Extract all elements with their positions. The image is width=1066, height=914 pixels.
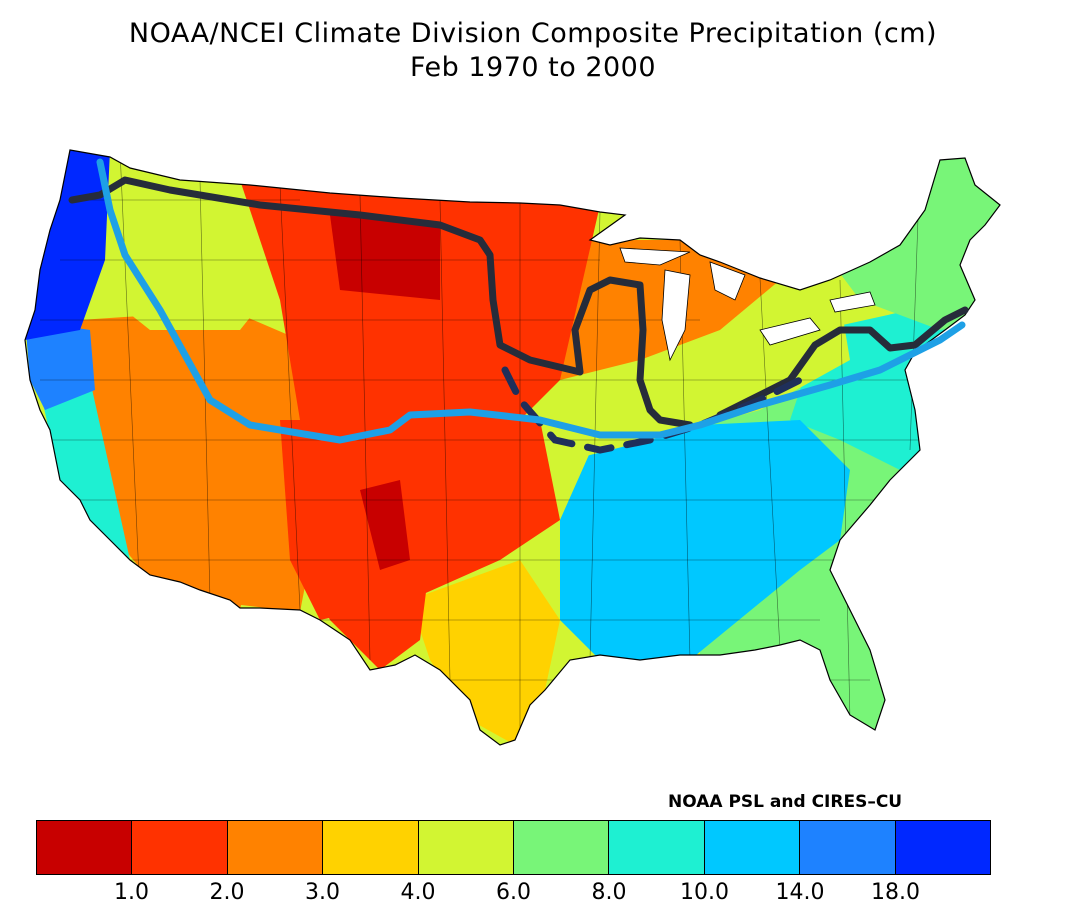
region-gulf-coast-southeast [560,420,850,660]
legend-tick-label: 18.0 [871,880,920,905]
legend-swatch [514,821,610,874]
legend-tick-label: 3.0 [305,880,340,905]
legend-tick-label: 1.0 [114,880,149,905]
legend-swatch [800,821,896,874]
legend-tick-label: 2.0 [209,880,245,905]
legend-swatch [895,821,991,874]
dashed-boundary-line [501,366,804,454]
legend-tick-label: 6.0 [496,880,531,905]
legend-tick-label: 14.0 [775,880,825,905]
legend-swatch [227,821,324,874]
legend-swatch [609,821,705,874]
region-west-texas [300,560,430,670]
region-southwest [140,470,310,612]
legend-tick-label: 4.0 [400,880,436,905]
region-northern-rockies-interior [100,200,280,330]
legend-swatch [37,821,133,874]
region-northern-plains [240,180,600,430]
us-outline [24,149,1001,746]
map-title: NOAA/NCEI Climate Division Composite Pre… [128,18,938,49]
dark-boundary-line-west [68,176,694,429]
legend-tick-label: 10.0 [680,880,729,905]
credit-label: NOAA PSL and CIRES–CU [668,792,903,812]
great-lakes [619,247,876,362]
region-california-valley [40,380,130,560]
legend-swatch [132,821,228,874]
dark-boundary-line-east [716,306,969,419]
region-central-texas [410,560,560,745]
precipitation-field [25,150,1000,745]
map-subtitle: Feb 1970 to 2000 [409,52,657,83]
region-north-dakota-core [330,215,440,300]
light-boundary-line [96,158,966,444]
legend-swatch [418,821,515,874]
color-legend [36,820,991,875]
legend-swatch [704,821,801,874]
region-northern-california-coast [25,320,95,410]
legend-swatch [323,821,419,874]
legend-tick-label: 8.0 [591,880,627,905]
region-new-mexico-core [360,480,410,570]
